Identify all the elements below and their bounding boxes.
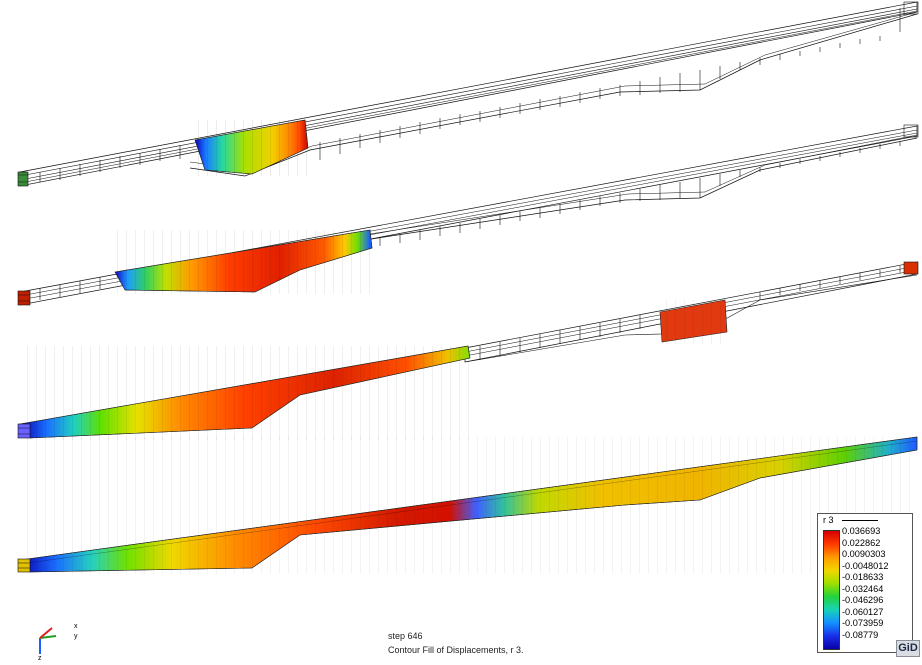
legend-value: 0.036693 — [842, 526, 881, 536]
contour-legend: r 3 0.036693 0.022862 0.0090303 -0.00480… — [817, 513, 913, 653]
bridge-model-3 — [17, 261, 919, 440]
legend-value: -0.060127 — [842, 606, 884, 617]
legend-value: 0.022862 — [842, 537, 881, 548]
bridge-model-4 — [17, 436, 918, 574]
legend-value: -0.032464 — [842, 583, 884, 594]
legend-value: -0.08779 — [842, 629, 879, 640]
result-caption: Contour Fill of Displacements, r 3. — [388, 645, 524, 655]
axis-z-label: z — [38, 655, 42, 660]
legend-value: -0.018633 — [842, 572, 884, 583]
legend-value: -0.073959 — [842, 618, 884, 629]
legend-title-rule — [842, 520, 878, 521]
bridge-model-2 — [17, 124, 919, 306]
axis-x-label: x — [74, 623, 78, 630]
bridge-model-1 — [17, 1, 919, 187]
legend-value-list: 0.036693 0.022862 0.0090303 -0.0048012 -… — [842, 526, 889, 641]
legend-value: -0.0048012 — [842, 560, 889, 571]
gid-logo[interactable]: GiD — [896, 640, 920, 657]
step-label: step 646 — [388, 631, 423, 641]
legend-color-bar — [823, 530, 840, 650]
legend-title: r 3 — [823, 515, 834, 525]
legend-value: 0.0090303 — [842, 549, 886, 560]
legend-value: -0.046296 — [842, 595, 884, 606]
axes-triad-icon: x y z — [38, 623, 78, 660]
axis-y-label: y — [74, 633, 78, 640]
